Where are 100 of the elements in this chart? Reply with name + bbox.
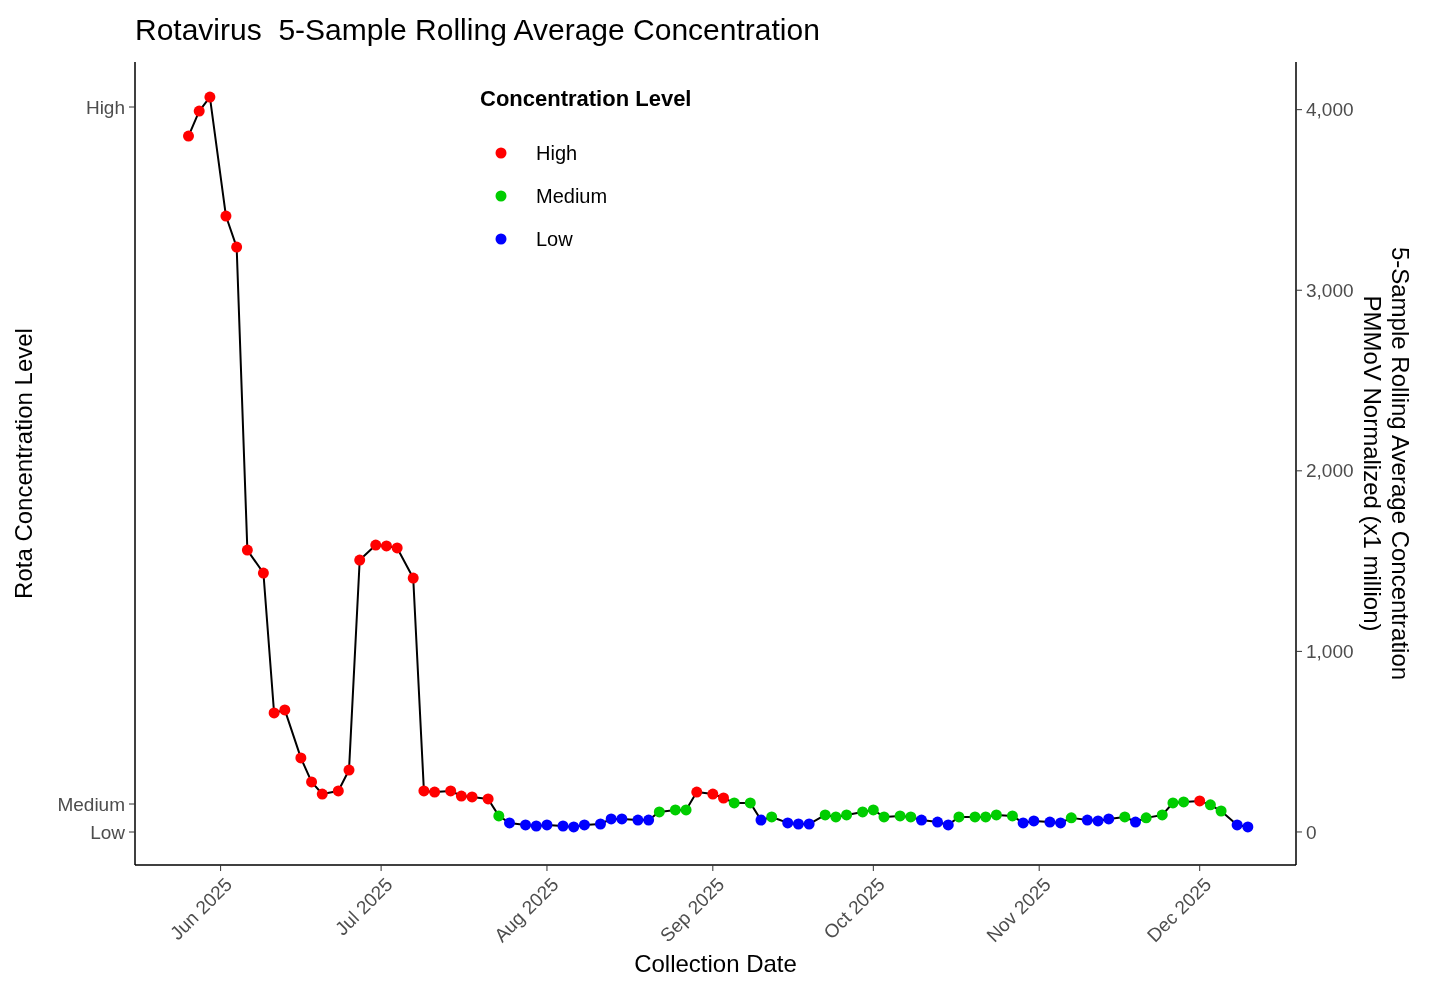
point (669, 804, 681, 816)
point (1215, 805, 1227, 817)
point (857, 806, 869, 818)
point (295, 752, 307, 764)
y-tick-label: 1,000 (1306, 641, 1354, 663)
point (1242, 821, 1254, 833)
point (605, 813, 617, 825)
point (482, 793, 494, 805)
point (193, 105, 205, 117)
legend-label: Medium (536, 185, 608, 207)
point (1092, 815, 1104, 827)
point (1140, 812, 1152, 824)
text: Low (90, 821, 126, 843)
y-axis-title: Rota Concentration Level (10, 328, 37, 599)
x-axis-title: Collection Date (634, 950, 797, 977)
y-tick-label: 3,000 (1306, 279, 1354, 301)
point (418, 785, 430, 797)
point (1119, 811, 1131, 823)
point (1055, 817, 1067, 829)
point (316, 788, 328, 800)
point (257, 567, 269, 579)
point (445, 785, 457, 797)
point (183, 130, 194, 142)
point (1065, 812, 1077, 824)
point (380, 540, 392, 552)
point (557, 820, 569, 832)
point (932, 816, 944, 828)
point (1194, 795, 1206, 807)
point (1044, 816, 1056, 828)
point (632, 814, 644, 826)
point (520, 819, 532, 831)
point (867, 804, 879, 816)
point (942, 819, 954, 831)
text: Medium (57, 793, 125, 815)
point (354, 554, 366, 566)
point (691, 786, 703, 798)
point (493, 810, 505, 822)
point (343, 764, 355, 776)
point (819, 809, 831, 821)
point (755, 814, 767, 826)
point (220, 210, 232, 222)
point (541, 819, 553, 831)
point (953, 811, 965, 823)
point (1156, 809, 1168, 821)
point (241, 544, 253, 556)
point (429, 786, 441, 798)
point (728, 797, 740, 809)
point (744, 797, 756, 809)
point (969, 811, 981, 823)
point (792, 818, 804, 830)
point (905, 811, 917, 823)
point (990, 809, 1002, 821)
point (455, 790, 467, 802)
point (332, 785, 344, 797)
point (391, 542, 403, 554)
point (894, 810, 906, 822)
y2-axis-title: 5-Sample Rolling Average Concentration PMMoV Normalized (x1 million) (1359, 246, 1414, 681)
point (407, 572, 419, 584)
point (841, 809, 853, 821)
point (1017, 817, 1029, 829)
point (1178, 796, 1190, 808)
y-tick-label: 0 (1306, 821, 1317, 843)
point (306, 776, 318, 788)
point (616, 813, 628, 825)
point (530, 820, 542, 832)
point (766, 811, 778, 823)
point (718, 792, 730, 804)
point (1103, 813, 1115, 825)
y-tick-label: 2,000 (1306, 460, 1354, 482)
point (1204, 799, 1216, 811)
point (680, 804, 692, 816)
point (466, 791, 478, 803)
point (578, 819, 590, 831)
point (279, 704, 291, 716)
point (980, 811, 992, 823)
point (370, 539, 382, 551)
point (1129, 816, 1141, 828)
point (1028, 815, 1040, 827)
point (1231, 819, 1243, 831)
y-tick-label: 4,000 (1306, 99, 1354, 121)
text: High (85, 96, 125, 118)
point (915, 814, 927, 826)
legend-label: Low (536, 228, 574, 250)
chart-title: Rotavirus 5-Sample Rolling Average Concentration (135, 13, 820, 46)
point (568, 821, 580, 833)
point (803, 818, 815, 830)
point (1081, 814, 1093, 826)
point (782, 817, 794, 829)
point (504, 817, 516, 829)
point (1167, 797, 1179, 809)
point (643, 814, 655, 826)
legend-title: Concentration Level (480, 86, 692, 111)
point (878, 811, 890, 823)
point (231, 241, 243, 253)
point (204, 91, 216, 103)
point (653, 806, 665, 818)
point (707, 788, 719, 800)
point (1006, 810, 1018, 822)
point (268, 707, 280, 719)
point (594, 818, 606, 830)
